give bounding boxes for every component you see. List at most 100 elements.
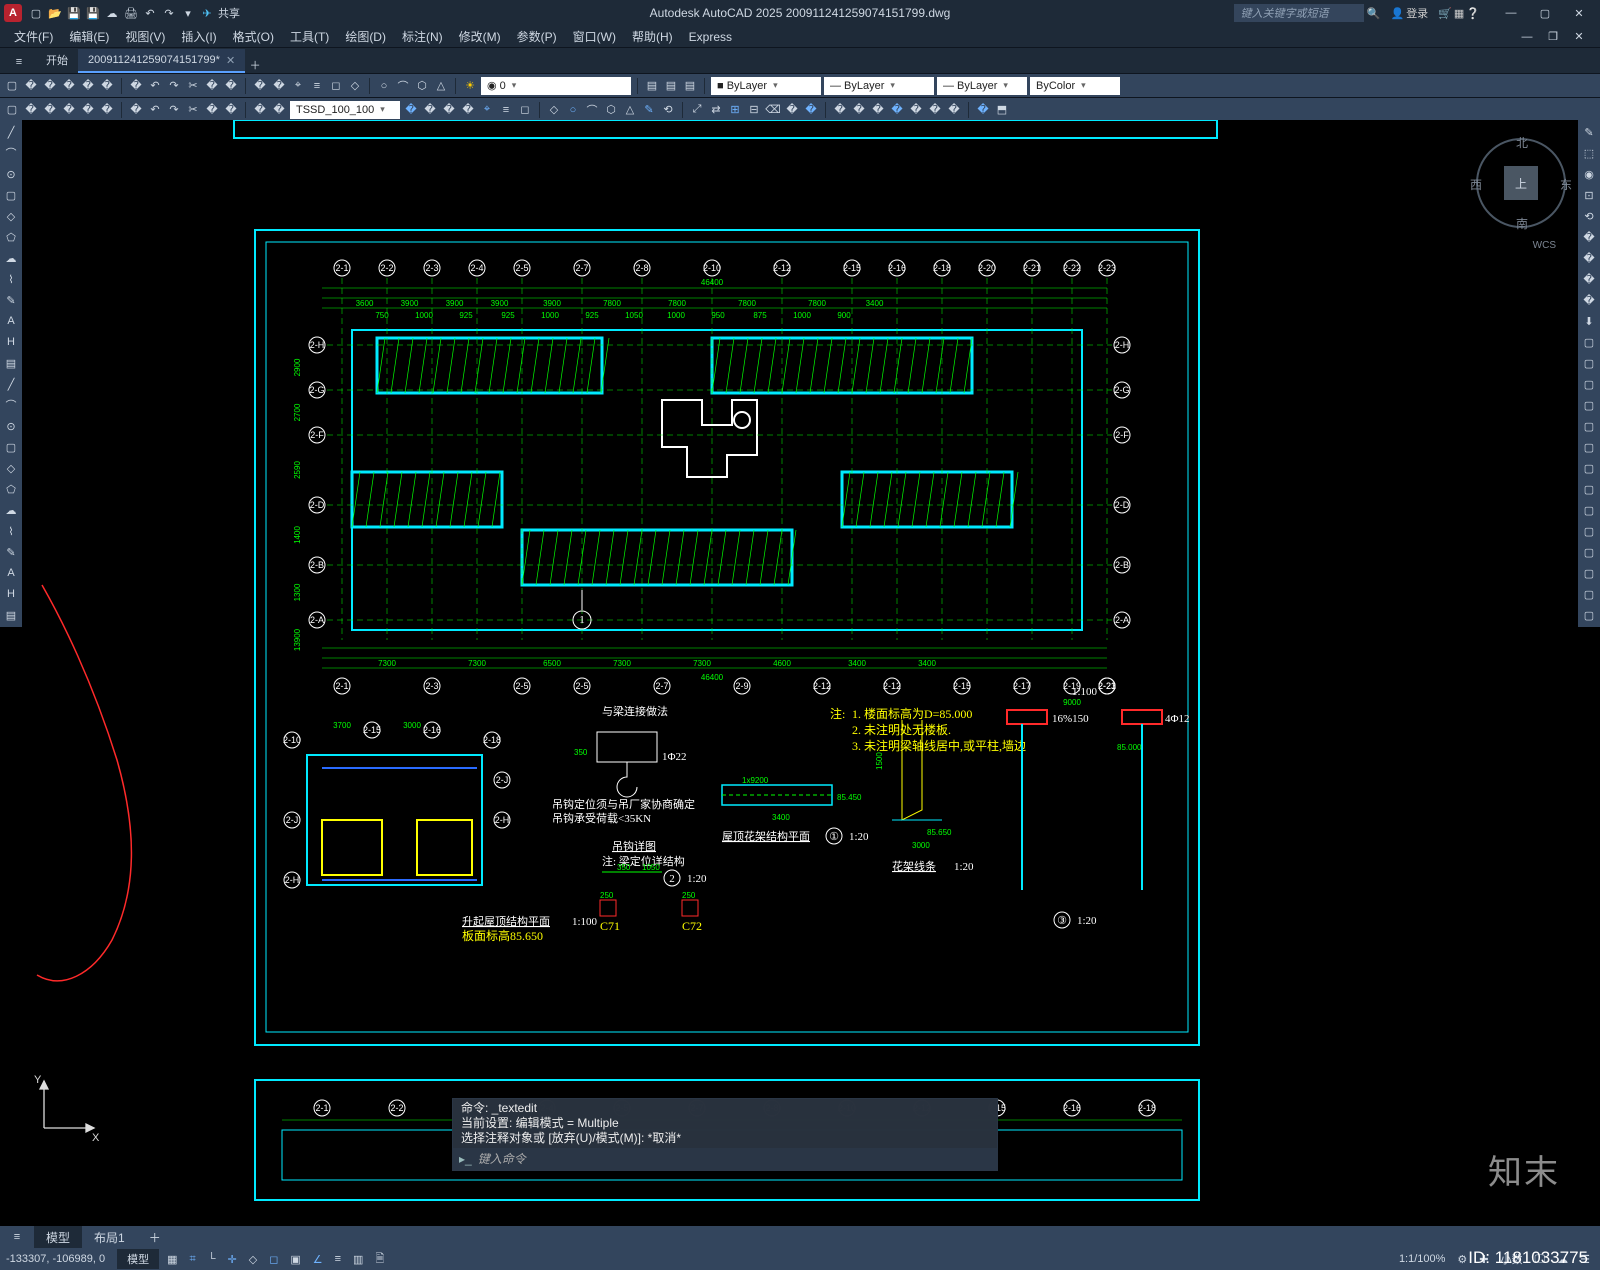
layer-sun-icon[interactable]: ☀ [462,78,478,94]
draw-tool-icon[interactable]: A [1,311,21,331]
ribbon-icon[interactable]: ↶ [147,102,163,118]
right-tool-icon[interactable]: ▢ [1579,584,1599,604]
ribbon-icon[interactable]: � [128,102,144,118]
ribbon-icon[interactable]: � [80,78,96,94]
ribbon-icon[interactable]: ◇ [347,78,363,94]
cart-icon[interactable]: 🛒 [1438,7,1452,20]
ribbon-icon[interactable]: � [889,102,905,118]
draw-tool-icon[interactable]: ╱ [1,374,21,394]
status-trans-icon[interactable]: ▥ [349,1249,367,1269]
draw-tool-icon[interactable]: H [1,584,21,604]
doc-restore-button[interactable]: ❐ [1540,28,1566,46]
right-tool-icon[interactable]: ⊡ [1579,185,1599,205]
draw-tool-icon[interactable]: H [1,332,21,352]
ribbon-icon[interactable]: � [460,102,476,118]
ribbon-icon[interactable]: ⊞ [727,102,743,118]
qat-open-icon[interactable]: 📂 [47,5,63,21]
linetype-combo[interactable]: — ByLayer▾ [824,77,934,95]
draw-tool-icon[interactable]: ⊙ [1,416,21,436]
plotstyle-combo[interactable]: ByColor▾ [1030,77,1120,95]
draw-tool-icon[interactable]: ▢ [1,185,21,205]
menu-view[interactable]: 视图(V) [119,26,171,47]
menu-express[interactable]: Express [683,28,738,46]
right-tool-icon[interactable]: ▢ [1579,416,1599,436]
draw-tool-icon[interactable]: ✎ [1,290,21,310]
right-tool-icon[interactable]: ▢ [1579,458,1599,478]
ribbon-icon[interactable]: � [851,102,867,118]
apps-icon[interactable]: ▦ [1454,7,1464,20]
qat-save-icon[interactable]: 💾 [66,5,82,21]
ribbon-icon[interactable]: � [870,102,886,118]
qat-redo-icon[interactable]: ↷ [161,5,177,21]
status-grid-icon[interactable]: ▦ [163,1249,181,1269]
right-tool-icon[interactable]: ▢ [1579,521,1599,541]
info-icon[interactable]: ❔ [1466,7,1480,20]
right-tool-icon[interactable]: � [1579,227,1599,247]
ribbon-icon[interactable]: ⌖ [479,102,495,118]
right-tool-icon[interactable]: ✎ [1579,122,1599,142]
ribbon-icon[interactable]: ⇄ [708,102,724,118]
ribbon-icon[interactable]: � [99,78,115,94]
right-tool-icon[interactable]: ▢ [1579,374,1599,394]
ribbon-icon[interactable]: ⊟ [746,102,762,118]
menu-tools[interactable]: 工具(T) [284,26,335,47]
status-scale[interactable]: 1:1/100% [1395,1249,1449,1269]
maximize-button[interactable]: ▢ [1528,0,1562,26]
layer-tool-icon[interactable]: ▤ [663,78,679,94]
menu-dimension[interactable]: 标注(N) [396,26,449,47]
menu-edit[interactable]: 编辑(E) [63,26,115,47]
status-lwt-icon[interactable]: ≡ [331,1249,345,1269]
draw-tool-icon[interactable]: ⬠ [1,227,21,247]
menu-file[interactable]: 文件(F) [8,26,59,47]
right-tool-icon[interactable]: ▢ [1579,500,1599,520]
ribbon-icon[interactable]: � [403,102,419,118]
drawing-canvas[interactable]: 2-12-22-32-42-52-72-82-102-122-152-162-1… [22,120,1578,1226]
ribbon-icon[interactable]: � [803,102,819,118]
ribbon-icon[interactable]: � [128,78,144,94]
right-tool-icon[interactable]: � [1579,248,1599,268]
ribbon-icon[interactable]: � [908,102,924,118]
view-cube[interactable]: 上 北 南 西 东 [1476,138,1566,228]
draw-tool-icon[interactable]: ☁ [1,248,21,268]
ribbon-icon[interactable]: � [223,78,239,94]
right-tool-icon[interactable]: ⬇ [1579,311,1599,331]
status-ortho-icon[interactable]: └ [204,1249,220,1269]
viewcube-e[interactable]: 东 [1560,176,1572,193]
menu-format[interactable]: 格式(O) [227,26,280,47]
right-tool-icon[interactable]: � [1579,269,1599,289]
login-label[interactable]: 登录 [1406,5,1428,21]
ribbon-icon[interactable]: ✎ [641,102,657,118]
menu-insert[interactable]: 插入(I) [175,26,222,47]
command-line[interactable]: 命令: _textedit 当前设置: 编辑模式 = Multiple 选择注释… [452,1098,998,1171]
ribbon-icon[interactable]: ○ [565,102,581,118]
qat-cloud-icon[interactable]: ☁ [104,5,120,21]
color-combo[interactable]: ■ ByLayer▾ [711,77,821,95]
ribbon-icon[interactable]: ≡ [309,78,325,94]
qat-undo-icon[interactable]: ↶ [142,5,158,21]
ribbon-icon[interactable]: � [204,78,220,94]
tab-add-button[interactable]: ＋ [245,57,265,73]
ribbon-icon[interactable]: � [784,102,800,118]
ribbon-icon[interactable]: � [271,78,287,94]
right-tool-icon[interactable]: ▢ [1579,563,1599,583]
app-icon[interactable]: A [4,4,22,22]
right-tool-icon[interactable]: ▢ [1579,542,1599,562]
draw-tool-icon[interactable]: ⌒ [1,143,21,163]
command-input[interactable] [478,1152,991,1166]
menu-draw[interactable]: 绘图(D) [339,26,392,47]
layer-tool-icon[interactable]: ▤ [682,78,698,94]
ribbon-icon[interactable]: � [975,102,991,118]
ribbon-icon[interactable]: ↷ [166,102,182,118]
right-tool-icon[interactable]: ▢ [1579,605,1599,625]
ribbon-icon[interactable]: ◻ [517,102,533,118]
share-icon[interactable]: ✈ [199,5,215,21]
right-tool-icon[interactable]: ▢ [1579,332,1599,352]
draw-tool-icon[interactable]: ◇ [1,458,21,478]
qat-dropdown-icon[interactable]: ▾ [180,5,196,21]
ribbon-icon[interactable]: ↷ [166,78,182,94]
ribbon-icon[interactable]: ◻ [328,78,344,94]
right-tool-icon[interactable]: � [1579,290,1599,310]
menu-param[interactable]: 参数(P) [511,26,563,47]
ribbon-icon[interactable]: △ [433,78,449,94]
ribbon-icon[interactable]: � [252,78,268,94]
